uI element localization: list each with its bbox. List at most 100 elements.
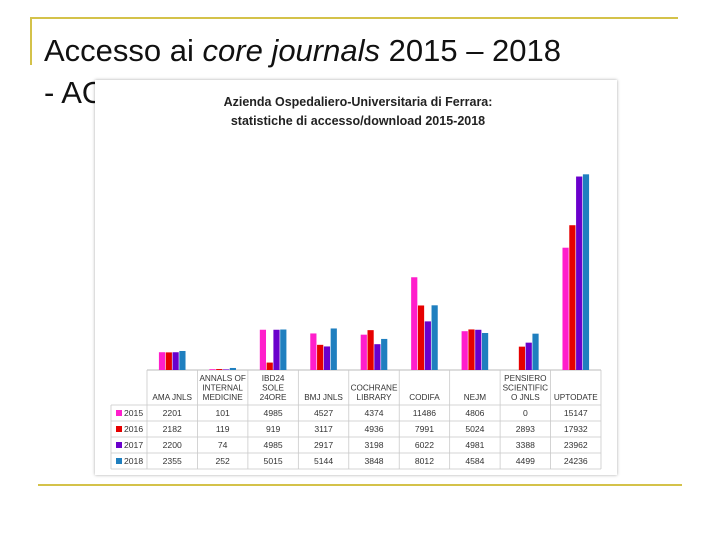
data-value-label: 4527 <box>314 408 333 418</box>
category-label: 24ORE <box>260 393 287 402</box>
data-value-label: 4499 <box>516 456 535 466</box>
category-label: INTERNAL <box>202 383 243 392</box>
data-value-label: 17932 <box>564 424 588 434</box>
bar <box>317 344 324 370</box>
legend-label: 2017 <box>124 440 143 450</box>
data-value-label: 2893 <box>516 424 535 434</box>
category-label: SOLE <box>262 383 284 392</box>
data-value-label: 252 <box>215 456 230 466</box>
category-label: UPTODATE <box>554 393 598 402</box>
title-suffix: 2015 – 2018 <box>380 33 562 68</box>
frame-left-line <box>30 17 32 65</box>
data-value-label: 919 <box>266 424 281 434</box>
data-value-label: 5015 <box>264 456 283 466</box>
bar <box>367 330 374 370</box>
bar <box>525 342 532 370</box>
data-value-label: 4584 <box>465 456 484 466</box>
category-label: IBD24 <box>262 374 285 383</box>
bar <box>532 333 539 370</box>
legend-label: 2015 <box>124 408 143 418</box>
bar <box>360 334 367 370</box>
data-value-label: 4806 <box>465 408 484 418</box>
data-value-label: 0 <box>523 408 528 418</box>
data-value-label: 23962 <box>564 440 588 450</box>
category-label: LIBRARY <box>357 393 392 402</box>
data-value-label: 5024 <box>465 424 484 434</box>
chart-title-line: Azienda Ospedaliero-Universitaria di Fer… <box>224 95 493 109</box>
bar <box>330 328 337 370</box>
category-label: AMA JNLS <box>152 393 192 402</box>
chart-title-line: statistiche di accesso/download 2015-201… <box>231 114 485 128</box>
data-value-label: 2355 <box>163 456 182 466</box>
category-label: O JNLS <box>511 393 540 402</box>
bar <box>381 338 388 370</box>
data-value-label: 4936 <box>364 424 383 434</box>
category-label: ANNALS OF <box>199 374 245 383</box>
data-value-label: 101 <box>215 408 230 418</box>
frame-bottom-line <box>38 484 682 486</box>
legend-swatch <box>116 442 122 448</box>
bar <box>323 346 331 370</box>
data-value-label: 4374 <box>364 408 383 418</box>
bar <box>582 174 590 370</box>
category-label: SCIENTIFIC <box>503 383 549 392</box>
data-value-label: 7991 <box>415 424 434 434</box>
bar <box>209 369 216 370</box>
bar <box>172 352 179 370</box>
bar-chart: Azienda Ospedaliero-Universitaria di Fer… <box>110 95 602 470</box>
data-value-label: 3388 <box>516 440 535 450</box>
bar <box>562 247 569 370</box>
data-value-label: 4985 <box>264 408 283 418</box>
data-value-label: 11486 <box>413 408 436 418</box>
data-value-label: 4985 <box>264 440 283 450</box>
data-value-label: 15147 <box>564 408 588 418</box>
legend-swatch <box>116 410 122 416</box>
title-prefix: Accesso ai <box>44 33 203 68</box>
data-value-label: 4981 <box>465 440 484 450</box>
data-value-label: 3848 <box>364 456 383 466</box>
bar <box>229 367 236 370</box>
bar <box>576 176 583 370</box>
data-value-label: 2201 <box>163 408 182 418</box>
bar <box>461 331 468 370</box>
bar <box>222 369 230 370</box>
category-label: NEJM <box>464 393 486 402</box>
data-value-label: 2200 <box>163 440 182 450</box>
title-italic: core journals <box>202 33 380 68</box>
legend-swatch <box>116 426 122 432</box>
bar <box>216 369 223 370</box>
bar <box>179 350 186 370</box>
data-value-label: 119 <box>216 424 230 434</box>
legend-label: 2016 <box>124 424 143 434</box>
category-label: COCHRANE <box>351 383 398 392</box>
bar <box>468 329 475 370</box>
chart-image: Azienda Ospedaliero-Universitaria di Fer… <box>95 80 617 475</box>
legend-swatch <box>116 458 122 464</box>
bar <box>273 329 280 370</box>
bar <box>475 329 482 370</box>
category-label: BMJ JNLS <box>304 393 343 402</box>
bar <box>165 352 172 370</box>
category-label: CODIFA <box>409 393 440 402</box>
bar <box>411 277 418 370</box>
bar <box>310 333 317 370</box>
category-label: MEDICINE <box>203 393 244 402</box>
frame-top-line <box>30 17 678 19</box>
bar <box>518 346 526 370</box>
bar <box>424 321 431 370</box>
data-value-label: 24236 <box>564 456 588 466</box>
bar <box>259 329 267 370</box>
bar <box>481 332 489 370</box>
data-value-label: 3117 <box>314 424 333 434</box>
bar <box>158 352 166 370</box>
data-value-label: 5144 <box>314 456 333 466</box>
data-value-label: 6022 <box>415 440 434 450</box>
bar <box>266 362 273 370</box>
legend-label: 2018 <box>124 456 143 466</box>
bar <box>280 329 287 370</box>
data-value-label: 74 <box>218 440 228 450</box>
data-value-label: 3198 <box>364 440 383 450</box>
data-value-label: 2182 <box>163 424 182 434</box>
category-label: PENSIERO <box>504 374 546 383</box>
bar <box>569 225 576 370</box>
